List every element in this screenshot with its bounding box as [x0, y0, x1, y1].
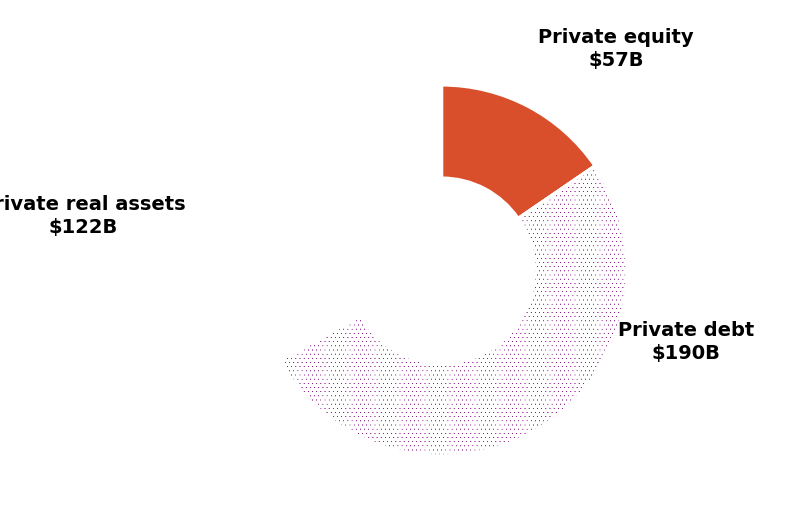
Text: Private real assets
$122B: Private real assets $122B [0, 194, 186, 237]
Wedge shape [256, 86, 442, 361]
Text: Private equity
$57B: Private equity $57B [538, 28, 694, 70]
Text: Private debt
$190B: Private debt $190B [618, 320, 754, 363]
Wedge shape [442, 86, 594, 219]
Wedge shape [256, 86, 442, 361]
Wedge shape [280, 167, 627, 456]
